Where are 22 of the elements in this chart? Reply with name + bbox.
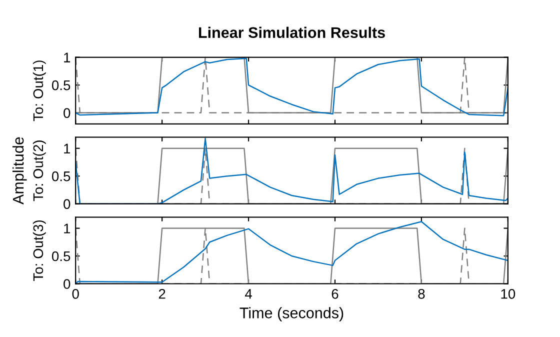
y-tick-label: 1 (64, 52, 70, 62)
y-tick-label: 1 (64, 224, 70, 234)
y-tick-label: 0.5 (52, 80, 70, 90)
y-axis-title: To: Out(3) (32, 220, 46, 282)
text: Amplitude (12, 137, 27, 204)
y-tick-label: 0.5 (52, 251, 70, 262)
y-tick-label: 0.5 (52, 171, 70, 182)
x-axis-title: Time (seconds) (240, 307, 344, 322)
x-tick-label: 4 (244, 289, 252, 299)
y-tick-label: 0 (64, 279, 70, 289)
x-tick-label: 10 (501, 288, 516, 299)
y-tick-label: 0 (64, 199, 70, 209)
y-axis-title: To: Out(1) (32, 60, 46, 122)
y-axis-title: To: Out(2) (32, 140, 46, 202)
x-tick-label: 6 (332, 288, 338, 299)
y-tick-label: 1 (64, 144, 70, 154)
x-tick-label: 0 (72, 288, 79, 299)
chart-title: Linear Simulation Results (198, 26, 385, 38)
line-series (76, 138, 508, 204)
x-tick-label: 2 (158, 288, 166, 299)
x-tick-label: 8 (418, 288, 425, 299)
y-tick-label: 0 (64, 108, 70, 118)
